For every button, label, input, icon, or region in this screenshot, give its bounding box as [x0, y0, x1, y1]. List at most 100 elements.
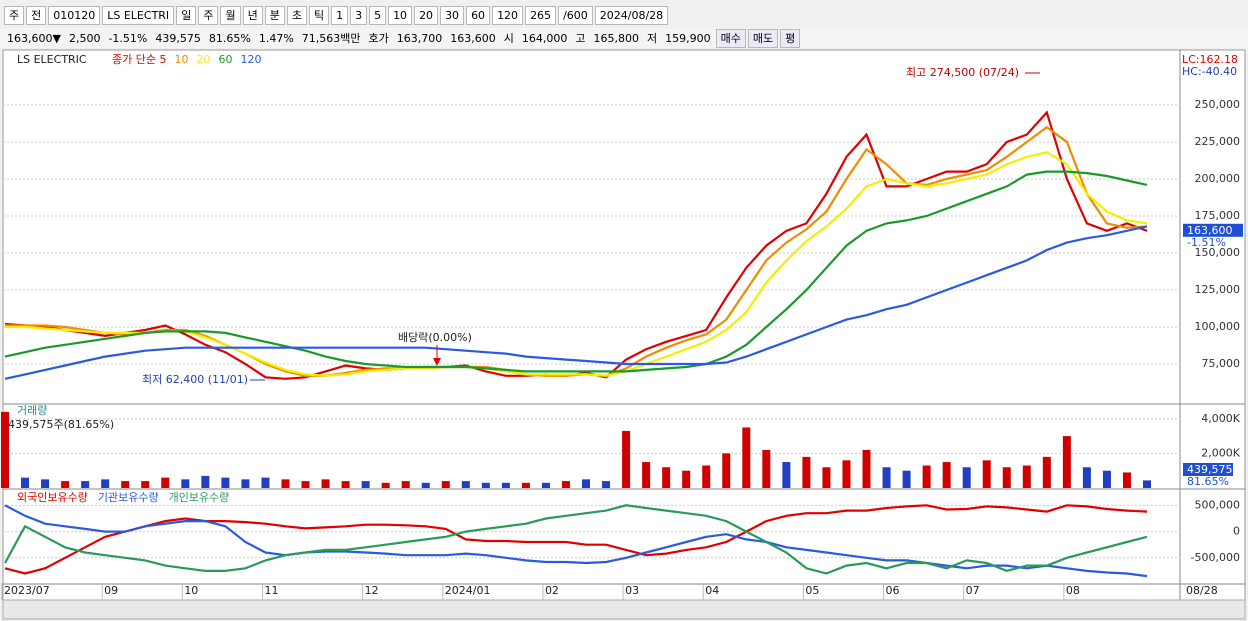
- volume-bar: [261, 477, 270, 488]
- volume-bar: [1022, 465, 1031, 488]
- scrollbar: [2, 599, 1246, 620]
- chart-background: [2, 49, 1246, 601]
- x-tick-label: 2023/07: [4, 584, 50, 597]
- x-tick-label: 07: [966, 584, 980, 597]
- order-button[interactable]: 평: [780, 28, 801, 48]
- volume-bar: [882, 467, 891, 488]
- volume-bar: [461, 481, 470, 488]
- lc-label: LC:162.18: [1182, 53, 1238, 66]
- volume-info: 439,575주(81.65%): [8, 418, 114, 431]
- annotation-dividend: 배당락(0.00%): [398, 331, 472, 344]
- toolbar-item[interactable]: 5: [369, 5, 387, 25]
- order-button[interactable]: 매도: [747, 28, 779, 48]
- quote-field: 71,563백만: [301, 31, 361, 45]
- quote-field: 163,600: [450, 31, 496, 45]
- volume-bar: [21, 477, 30, 488]
- toolbar-item[interactable]: 년: [242, 5, 263, 25]
- toolbar-item[interactable]: 주: [198, 5, 219, 25]
- series-line: [5, 151, 1148, 377]
- toolbar-item[interactable]: 30: [440, 5, 465, 25]
- volume-bar: [862, 449, 871, 488]
- x-tick-label: 10: [184, 584, 198, 597]
- volume-bar: [822, 467, 831, 488]
- toolbar-item[interactable]: 265: [525, 5, 557, 25]
- y-tick-label: 100,000: [1195, 320, 1241, 333]
- toolbar-item[interactable]: 일: [176, 5, 197, 25]
- volume-bar: [81, 481, 90, 488]
- toolbar-item[interactable]: LS ELECTRI: [102, 5, 175, 25]
- volume-bar: [802, 456, 811, 488]
- quote-field: 164,000: [521, 31, 568, 45]
- toolbar-item[interactable]: 1: [331, 5, 349, 25]
- volume-bar: [1143, 480, 1151, 488]
- y-tick-label: 250,000: [1195, 98, 1241, 111]
- quote-field: -1.51%: [108, 31, 148, 45]
- volume-bar: [161, 477, 170, 488]
- volume-bar: [1102, 470, 1111, 488]
- quote-field: 저: [647, 31, 658, 45]
- toolbar-item[interactable]: 2024/08/28: [594, 5, 669, 25]
- y-tick-label: 2,000K: [1201, 446, 1240, 459]
- toolbar-item[interactable]: 월: [220, 5, 241, 25]
- volume-bar: [241, 479, 250, 488]
- x-end-label: 08/28: [1186, 584, 1218, 597]
- toolbar-item[interactable]: 010120: [48, 5, 101, 25]
- volume-bar: [1062, 436, 1071, 488]
- x-tick-label: 12: [365, 584, 379, 597]
- legend-entry: 종가 단순 5: [112, 53, 166, 66]
- x-tick-label: 03: [625, 584, 639, 597]
- toolbar-item[interactable]: 초: [286, 5, 307, 25]
- volume-bar: [381, 482, 390, 488]
- volume-bar: [1082, 467, 1091, 488]
- quote-field: 시: [503, 31, 514, 45]
- chart-title: LS ELECTRIC: [17, 53, 87, 66]
- volume-bar: [682, 470, 691, 488]
- y-tick-label: 225,000: [1195, 135, 1241, 148]
- x-tick-label: 09: [104, 584, 118, 597]
- volume-bar: [702, 465, 711, 488]
- volume-bar: [401, 481, 410, 488]
- quote-field: 1.47%: [258, 31, 294, 45]
- quote-field: 163,600▼: [7, 31, 61, 45]
- volume-bar: [221, 477, 230, 488]
- order-button[interactable]: 매수: [715, 28, 746, 48]
- y-tick-label: 500,000: [1195, 498, 1241, 511]
- toolbar-item[interactable]: 분: [264, 5, 285, 25]
- quote-field: 호가: [368, 31, 389, 45]
- toolbar-item[interactable]: /600: [558, 5, 593, 25]
- volume-bar: [561, 481, 570, 488]
- quote-field: 165,800: [593, 31, 640, 45]
- quote-field: 163,700: [396, 31, 443, 45]
- volume-bar: [782, 462, 791, 488]
- price-badge-change: -1.51%: [1187, 236, 1226, 249]
- volume-bar: [1, 411, 9, 488]
- toolbar: 주 전 010120 LS ELECTRI 일 주 월 년 분 초 틱 1 3 5 10 20 30 60 120 2…: [0, 3, 1248, 27]
- volume-bar: [41, 479, 50, 488]
- toolbar-item[interactable]: 틱: [308, 5, 330, 25]
- volume-badge: [1183, 463, 1233, 476]
- y-tick-label: 150,000: [1195, 246, 1241, 259]
- quote-field: 159,900: [665, 31, 711, 45]
- annotation-high: 최고 274,500 (07/24): [906, 66, 1019, 79]
- volume-bar: [722, 453, 731, 488]
- toolbar-item[interactable]: 주: [4, 5, 25, 25]
- volume-bar: [762, 449, 771, 488]
- dividend-marker: [433, 358, 441, 366]
- toolbar-item[interactable]: 120: [492, 5, 524, 25]
- toolbar-item[interactable]: 전: [26, 5, 47, 25]
- toolbar-item[interactable]: 10: [388, 5, 413, 25]
- volume-bar: [61, 481, 70, 488]
- quote-field: 81.65%: [208, 31, 251, 45]
- volume-bar: [622, 430, 631, 488]
- quote-field: 2,500: [68, 31, 101, 45]
- toolbar-item[interactable]: 20: [414, 5, 439, 25]
- panel-title: 거래량: [17, 404, 47, 417]
- toolbar-item[interactable]: 60: [466, 5, 491, 25]
- quote-field: 439,575: [155, 31, 201, 45]
- quote-bar: 163,600▼ 2,500 -1.51% 439,575 81.65% 1.47% 71,…: [0, 28, 1248, 48]
- toolbar-item[interactable]: 3: [350, 5, 368, 25]
- volume-bar: [642, 462, 651, 488]
- legend-entry: 120: [240, 53, 261, 66]
